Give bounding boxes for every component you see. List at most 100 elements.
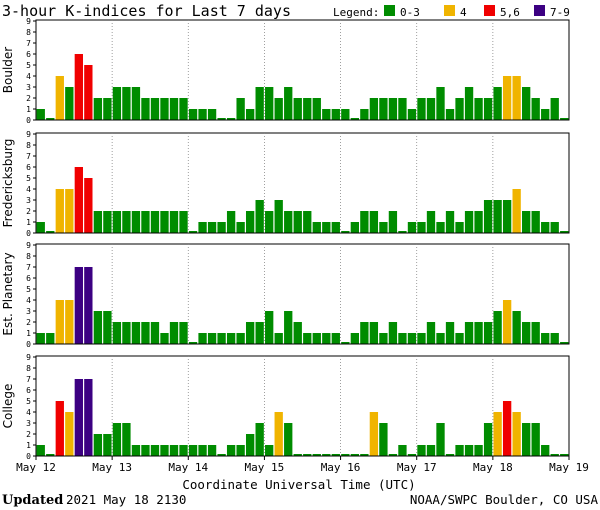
- k-index-bar: [369, 211, 379, 233]
- k-index-bar: [522, 211, 531, 233]
- k-index-bar: [36, 445, 45, 456]
- k-index-bar: [198, 109, 207, 120]
- k-index-bar: [46, 231, 55, 233]
- k-index-bar: [407, 333, 417, 344]
- legend-swatch: [384, 5, 395, 16]
- k-index-bar: [303, 98, 312, 120]
- k-index-bar: [293, 322, 302, 344]
- k-index-bar: [265, 87, 274, 120]
- k-index-bar: [531, 98, 540, 120]
- y-tick-label: 8: [26, 141, 31, 150]
- panel-label: Boulder: [1, 47, 15, 94]
- y-tick-label: 2: [26, 430, 31, 439]
- k-index-bar: [188, 109, 198, 120]
- k-index-bar: [483, 98, 493, 120]
- k-index-bar: [455, 222, 464, 233]
- k-index-bar: [169, 211, 179, 233]
- k-index-bar: [141, 211, 150, 233]
- k-index-bar: [502, 300, 512, 344]
- y-tick-label: 6: [26, 163, 31, 172]
- k-index-bar: [207, 222, 217, 233]
- k-index-bar: [350, 454, 360, 456]
- updated-value: 2021 May 18 2130: [66, 492, 186, 507]
- panels: 0 1 2 3 4 5 6 7 8 9 Boulder 0 1 2 3 4 5 6 7 8 9 Fredericksbur…: [1, 17, 570, 461]
- k-index-bar: [217, 222, 226, 233]
- k-index-bar: [531, 423, 540, 456]
- k-index-bar: [417, 222, 426, 233]
- y-tick-label: 0: [26, 229, 31, 238]
- panel-frame: [35, 132, 570, 234]
- legend-item-label: 4: [460, 6, 467, 19]
- k-index-bar: [350, 118, 360, 120]
- k-index-bar: [122, 211, 131, 233]
- k-index-bar: [379, 222, 388, 233]
- k-index-bar: [84, 379, 93, 456]
- k-index-bar: [445, 454, 455, 456]
- k-index-bar: [55, 189, 64, 233]
- k-index-bar: [398, 333, 407, 344]
- k-index-bar: [236, 98, 245, 120]
- k-index-bar: [226, 333, 236, 344]
- legend-item-label: 0-3: [400, 6, 420, 19]
- k-index-bar: [541, 109, 550, 120]
- k-index-bar: [398, 98, 407, 120]
- y-tick-label: 2: [26, 207, 31, 216]
- k-index-bar: [474, 445, 483, 456]
- k-index-bar: [483, 200, 493, 233]
- y-tick-label: 9: [26, 17, 31, 26]
- k-index-bar: [84, 178, 93, 233]
- y-tick-label: 2: [26, 94, 31, 103]
- k-index-bar: [55, 76, 64, 120]
- k-index-bar: [541, 222, 550, 233]
- k-index-bar: [255, 322, 264, 344]
- k-index-bar: [455, 333, 464, 344]
- k-index-bar: [312, 333, 321, 344]
- k-index-bar: [84, 65, 93, 120]
- k-index-bar: [493, 311, 502, 344]
- k-index-bar: [74, 379, 83, 456]
- k-index-bar: [560, 342, 569, 344]
- panel-frame: [35, 243, 570, 345]
- x-tick-label: May 18: [473, 461, 513, 474]
- k-index-bar: [445, 109, 455, 120]
- y-tick-label: 1: [26, 329, 31, 338]
- k-index-bar: [274, 333, 283, 344]
- k-index-bar: [46, 118, 55, 120]
- k-index-bar: [74, 267, 83, 344]
- k-index-bar: [436, 222, 445, 233]
- k-index-bar: [474, 322, 483, 344]
- k-index-bar: [388, 322, 398, 344]
- k-index-bar: [188, 231, 198, 233]
- k-index-bar: [331, 222, 340, 233]
- k-index-bar: [207, 445, 217, 456]
- chart-title: 3-hour K-indices for Last 7 days: [2, 2, 291, 20]
- k-index-bar: [541, 333, 550, 344]
- x-axis: May 12 May 13 May 14 May 15 May 16 May 17 May …: [16, 456, 589, 474]
- k-index-bar: [303, 333, 312, 344]
- k-index-bar: [464, 445, 474, 456]
- k-index-bar: [445, 322, 455, 344]
- k-index-bar: [560, 118, 569, 120]
- k-index-bar: [141, 322, 150, 344]
- y-tick-label: 2: [26, 318, 31, 327]
- y-tick-label: 9: [26, 353, 31, 362]
- k-index-bar: [483, 423, 493, 456]
- k-index-bar: [169, 445, 179, 456]
- k-index-bar: [55, 300, 64, 344]
- k-index-bar: [65, 412, 74, 456]
- k-index-bar: [322, 222, 331, 233]
- k-index-bar: [293, 454, 302, 456]
- k-index-bar: [379, 98, 388, 120]
- legend-item-label: 5,6: [500, 6, 520, 19]
- k-index-bar: [274, 200, 283, 233]
- k-index-bar: [331, 109, 340, 120]
- k-index-bar: [388, 98, 398, 120]
- k-index-bar: [350, 222, 360, 233]
- y-tick-label: 7: [26, 152, 31, 161]
- k-index-bar: [179, 322, 188, 344]
- panel-label: Fredericksburg: [1, 139, 15, 228]
- k-index-bar: [265, 211, 274, 233]
- k-index-bar: [93, 311, 103, 344]
- y-tick-label: 4: [26, 296, 31, 305]
- k-index-bar: [512, 311, 521, 344]
